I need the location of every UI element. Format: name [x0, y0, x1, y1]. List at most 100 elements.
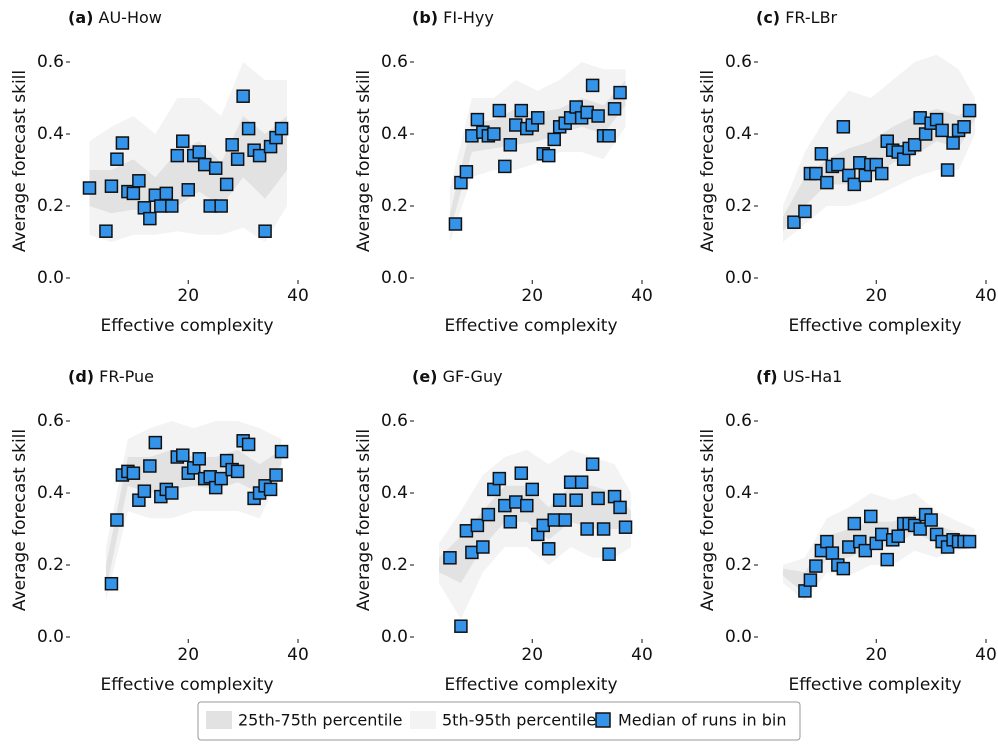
median-point [258, 224, 272, 238]
median-point [962, 103, 977, 118]
median-point [148, 435, 163, 450]
median-point [443, 551, 457, 565]
median-point [613, 85, 627, 100]
legend-label: Median of runs in bin [618, 711, 786, 730]
median-point [230, 464, 245, 479]
median-point [132, 174, 146, 188]
y-axis-label: Average forecast skill [10, 70, 30, 252]
median-point [236, 89, 250, 103]
median-point [230, 152, 245, 166]
median-point [241, 121, 256, 136]
median-point [99, 224, 113, 238]
median-point [498, 498, 512, 513]
y-axis-label: Average forecast skill [698, 70, 718, 252]
median-point [115, 136, 130, 150]
y-tick-label: 0.4 [725, 124, 752, 144]
median-point [274, 444, 289, 459]
median-point [165, 199, 179, 213]
x-axis-label: Effective complexity [100, 316, 273, 336]
median-point [481, 507, 496, 522]
median-point [814, 147, 829, 161]
median-point [946, 136, 960, 150]
x-tick-label: 40 [975, 286, 997, 306]
median-point [825, 546, 840, 560]
median-point [874, 527, 889, 542]
site-name: US-Ha1 [783, 367, 843, 386]
median-point [891, 529, 905, 543]
x-axis-label: Effective complexity [788, 316, 961, 336]
y-tick-label: 0.4 [37, 124, 64, 144]
median-point [514, 466, 529, 480]
y-tick-label: 0.2 [37, 196, 64, 216]
x-tick-label: 20 [177, 286, 199, 306]
median-point [181, 183, 196, 197]
median-point [176, 448, 190, 462]
median-point [602, 547, 616, 561]
median-point [547, 132, 561, 147]
median-point [809, 166, 823, 181]
panel-label: (b) [412, 8, 438, 27]
median-point [503, 515, 518, 529]
panel-title: (e) GF-Guy [412, 367, 503, 386]
median-point [143, 211, 157, 226]
median-point [470, 112, 485, 127]
y-tick-label: 0.6 [725, 411, 752, 431]
legend-label: 25th-75th percentile [238, 711, 402, 730]
median-point [552, 493, 567, 507]
y-tick-label: 0.6 [37, 52, 64, 72]
median-point [208, 161, 223, 175]
x-tick-label: 40 [631, 645, 653, 665]
median-point [831, 157, 845, 172]
x-tick-label: 40 [287, 286, 309, 306]
panel-title: (c) FR-LBr [756, 8, 838, 27]
median-point [269, 468, 283, 482]
legend-marker [595, 712, 611, 728]
median-point [940, 163, 955, 177]
median-point [454, 619, 468, 633]
median-point [274, 121, 289, 136]
median-point [104, 179, 119, 193]
median-point [847, 177, 862, 192]
median-point [613, 500, 627, 515]
median-point [569, 493, 583, 507]
y-tick-label: 0.2 [381, 555, 408, 575]
panel-title: (d) FR-Pue [68, 367, 154, 386]
y-axis-label: Average forecast skill [354, 70, 374, 252]
median-point [585, 457, 600, 471]
median-point [465, 129, 479, 143]
median-point [602, 129, 616, 143]
y-tick-label: 0.2 [725, 555, 752, 575]
y-tick-label: 0.2 [725, 196, 752, 216]
median-point [574, 475, 589, 489]
median-point [842, 540, 856, 554]
median-point [219, 177, 234, 192]
median-point [809, 559, 823, 573]
median-point [520, 498, 534, 513]
median-point [580, 105, 594, 120]
y-tick-label: 0.0 [381, 627, 408, 647]
y-tick-label: 0.0 [381, 268, 408, 288]
median-point [563, 475, 578, 489]
median-point [541, 148, 556, 163]
site-name: GF-Guy [443, 367, 503, 386]
y-tick-label: 0.2 [37, 555, 64, 575]
panel-title: (b) FI-Hyy [412, 8, 494, 27]
median-point [197, 157, 212, 172]
legend-box [197, 701, 801, 741]
median-point [498, 159, 512, 174]
x-tick-label: 20 [177, 645, 199, 665]
median-point [137, 484, 152, 498]
median-point [585, 78, 600, 93]
median-point [536, 518, 550, 533]
x-axis-label: Effective complexity [444, 675, 617, 695]
median-point [165, 486, 179, 500]
y-tick-label: 0.6 [381, 411, 408, 431]
x-tick-label: 20 [521, 286, 543, 306]
y-tick-label: 0.4 [381, 483, 408, 503]
median-point [192, 145, 206, 159]
median-point [530, 111, 545, 125]
median-point [503, 138, 518, 152]
panel-label: (d) [68, 367, 94, 386]
median-point [935, 123, 949, 138]
